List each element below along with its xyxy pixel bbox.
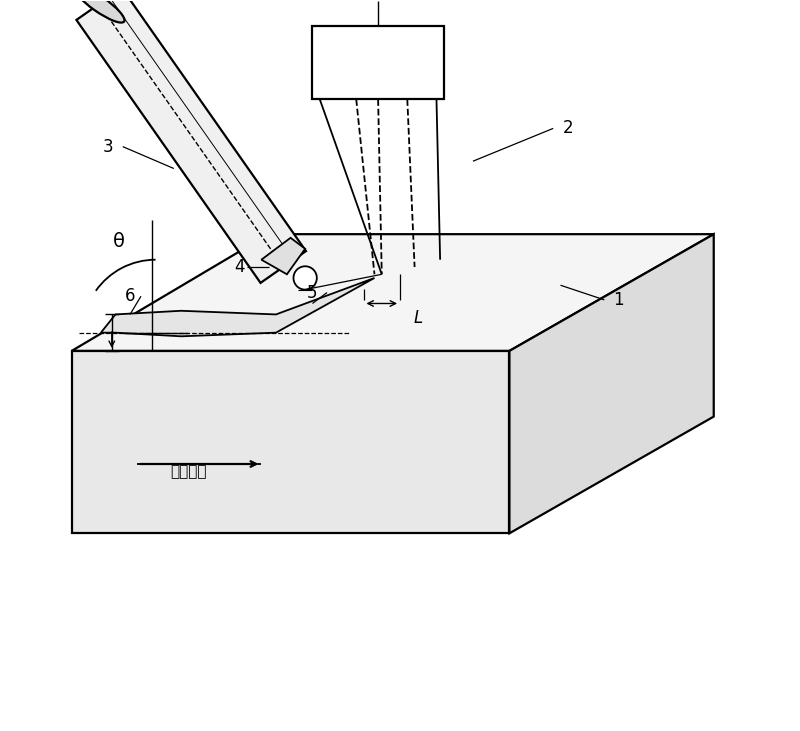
Text: 4: 4	[234, 258, 245, 276]
Text: 1: 1	[614, 291, 624, 308]
Polygon shape	[77, 0, 306, 283]
Text: 2: 2	[562, 119, 573, 137]
Polygon shape	[101, 278, 374, 336]
Polygon shape	[510, 234, 714, 534]
Text: 6: 6	[125, 287, 135, 305]
Text: 5: 5	[307, 284, 318, 302]
Ellipse shape	[74, 0, 125, 23]
Text: 焉接方向: 焉接方向	[170, 463, 206, 479]
Polygon shape	[72, 351, 510, 534]
Text: θ: θ	[113, 232, 125, 251]
Text: 3: 3	[103, 137, 114, 156]
Circle shape	[294, 266, 317, 289]
Bar	[313, 26, 444, 99]
Polygon shape	[72, 234, 714, 351]
Polygon shape	[262, 238, 305, 274]
Text: L: L	[414, 309, 423, 327]
